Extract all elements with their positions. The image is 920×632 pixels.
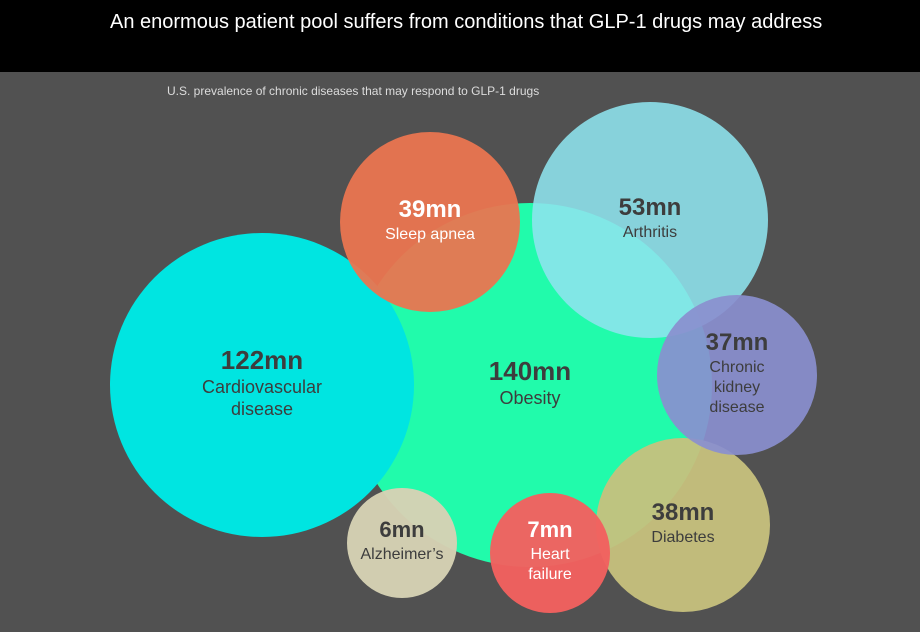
category-label: disease xyxy=(709,399,764,416)
category-label: Chronic xyxy=(709,359,764,376)
value-label: 140mn xyxy=(489,356,571,386)
category-label: kidney xyxy=(714,379,760,396)
value-label: 53mn xyxy=(619,194,682,221)
category-label: Obesity xyxy=(499,388,560,408)
category-label: failure xyxy=(528,566,572,583)
header-bar: An enormous patient pool suffers from co… xyxy=(0,0,920,72)
bubble-heart-failure xyxy=(490,493,610,613)
value-label: 6mn xyxy=(379,517,424,542)
bubble-alzheimers xyxy=(347,488,457,598)
category-label: Arthritis xyxy=(623,224,677,241)
bubble-sleepapnea xyxy=(340,132,520,312)
value-label: 38mn xyxy=(652,499,715,526)
chart-subtitle: U.S. prevalence of chronic diseases that… xyxy=(167,84,540,98)
value-label: 39mn xyxy=(399,196,462,223)
category-label: Heart xyxy=(530,546,570,563)
category-label: Cardiovascular xyxy=(202,377,322,397)
value-label: 37mn xyxy=(706,329,769,356)
bubble-arthritis xyxy=(532,102,768,338)
bubble-cardiovascular-disease xyxy=(110,233,414,537)
value-label: 122mn xyxy=(221,345,303,375)
category-label: disease xyxy=(231,399,293,419)
bubble-chronic-kidney-disease xyxy=(657,295,817,455)
headline: An enormous patient pool suffers from co… xyxy=(110,11,823,33)
bubble-layer xyxy=(110,102,817,613)
category-label: Alzheimer’s xyxy=(361,546,444,563)
value-label: 7mn xyxy=(527,517,572,542)
category-label: Sleep apnea xyxy=(385,226,475,243)
category-label: Diabetes xyxy=(651,529,714,546)
bubble-diabetes xyxy=(596,438,770,612)
label-layer: 140mnObesity122mnCardiovasculardisease53… xyxy=(202,194,768,583)
